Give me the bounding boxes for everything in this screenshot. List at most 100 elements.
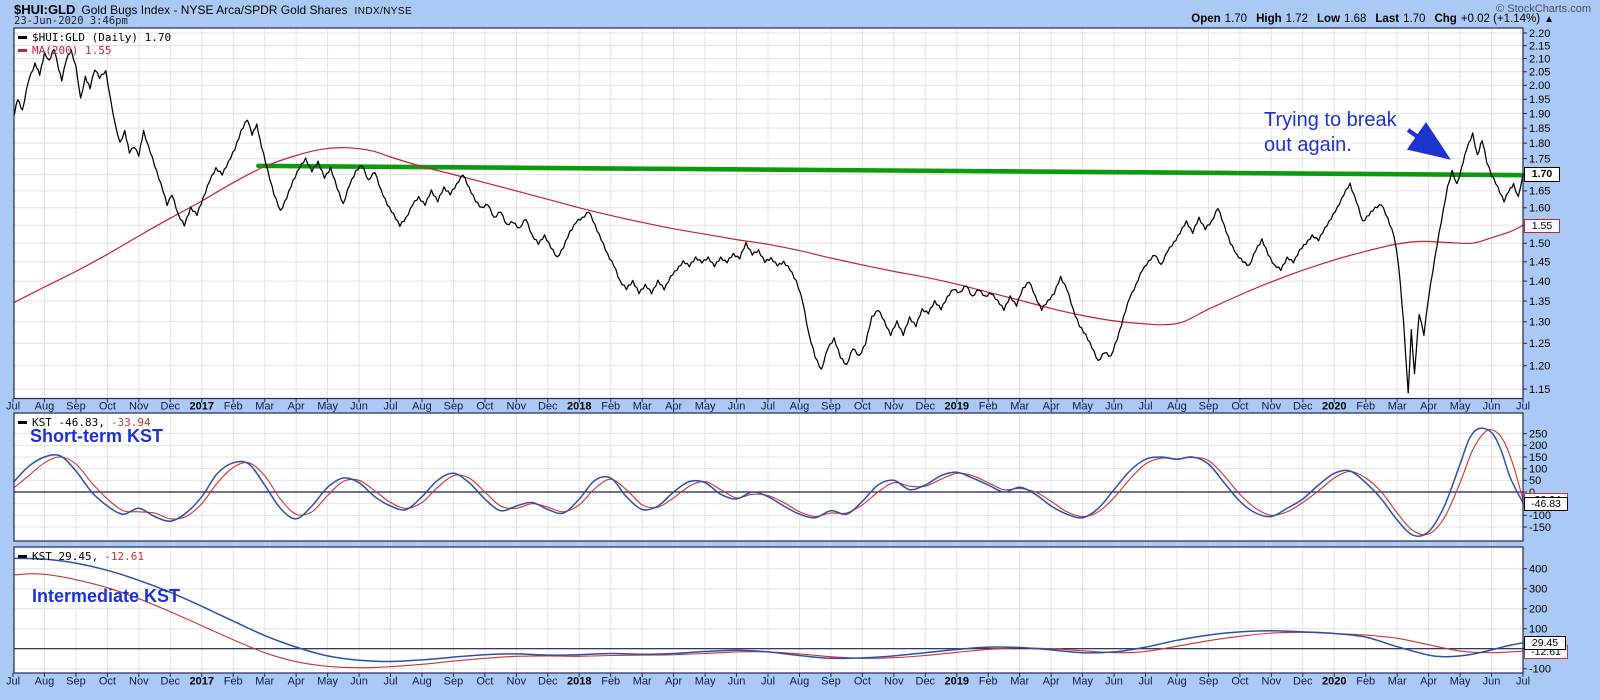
- y-axis-tick-label: 2.00: [1529, 80, 1550, 92]
- x-axis-month-label: Sep: [444, 401, 464, 413]
- x-axis-month-label: Mar: [1388, 401, 1407, 413]
- x-axis-month-label: Jun: [1105, 401, 1123, 413]
- x-axis-month-label: Oct: [476, 401, 493, 413]
- x-axis-month-label: Dec: [916, 676, 936, 688]
- x-axis-month-label: Jul: [1138, 401, 1152, 413]
- x-axis-month-label: Feb: [224, 676, 243, 688]
- kst-intermediate-legend-main: KST 29.45,: [32, 550, 99, 563]
- y-axis-tick-label: 1.65: [1529, 186, 1550, 198]
- x-axis-month-label: May: [1072, 401, 1093, 413]
- kst-series-swatch-icon: [18, 421, 27, 424]
- x-axis-month-label: Sep: [444, 676, 464, 688]
- symbol-description: Gold Bugs Index - NYSE Arca/SPDR Gold Sh…: [81, 3, 348, 17]
- x-axis-month-label: Apr: [665, 401, 682, 413]
- x-axis-month-label: Sep: [1199, 401, 1219, 413]
- x-axis-month-label: Jul: [6, 401, 20, 413]
- x-axis-month-label: Apr: [1043, 401, 1060, 413]
- x-axis-year-label: 2019: [945, 401, 969, 413]
- x-axis-month-label: Aug: [412, 676, 432, 688]
- y-axis-tick-label: 200: [1529, 440, 1547, 452]
- x-axis-month-label: Dec: [1293, 676, 1313, 688]
- x-axis-month-label: Dec: [161, 401, 181, 413]
- x-axis-month-label: Sep: [66, 676, 86, 688]
- y-axis-tick-label: 1.15: [1529, 384, 1550, 396]
- x-axis-month-label: Sep: [821, 401, 841, 413]
- ma-value-callout: 1.55: [1524, 219, 1560, 233]
- x-axis-month-label: Feb: [1356, 401, 1375, 413]
- x-axis-month-label: Mar: [1010, 401, 1029, 413]
- annotation-text: Trying to break out again.: [1264, 108, 1397, 158]
- x-axis-month-label: Aug: [412, 401, 432, 413]
- y-axis-tick-label: 1.30: [1529, 317, 1550, 329]
- x-axis-month-label: Aug: [1167, 401, 1187, 413]
- y-axis-tick-label: 1.20: [1529, 361, 1550, 373]
- x-axis-month-label: Oct: [476, 676, 493, 688]
- x-axis-month-label: Jun: [728, 676, 746, 688]
- x-axis-year-label: 2017: [190, 676, 214, 688]
- x-axis-year-label: 2018: [567, 401, 591, 413]
- y-axis-tick-label: 200: [1529, 604, 1547, 616]
- x-axis-month-label: Aug: [790, 401, 810, 413]
- kst-series-swatch-icon: [18, 555, 27, 558]
- x-axis-month-label: Aug: [35, 401, 55, 413]
- kst-intermediate-legend: KST 29.45, -12.61: [18, 550, 144, 563]
- x-axis-month-label: Apr: [1043, 676, 1060, 688]
- last-price-callout: 1.70: [1524, 167, 1560, 182]
- x-axis-month-label: Jun: [1483, 401, 1501, 413]
- x-axis-month-label: Oct: [99, 401, 116, 413]
- price-legend-text: $HUI:GLD (Daily) 1.70: [32, 31, 172, 44]
- y-axis-tick-label: 400: [1529, 564, 1547, 576]
- y-axis-tick-label: 100: [1529, 463, 1547, 475]
- x-axis-month-label: Feb: [1356, 676, 1375, 688]
- x-axis-month-label: Mar: [633, 676, 652, 688]
- x-axis-month-label: Feb: [601, 676, 620, 688]
- x-axis-month-label: Jun: [350, 676, 368, 688]
- y-axis-tick-label: 1.95: [1529, 94, 1550, 106]
- x-axis-month-label: Dec: [916, 401, 936, 413]
- annotation-line2: out again.: [1264, 134, 1352, 156]
- x-axis-month-label: Feb: [601, 401, 620, 413]
- y-axis-tick-label: 1.80: [1529, 138, 1550, 150]
- y-axis-tick-label: 250: [1529, 428, 1547, 440]
- x-axis-month-label: Sep: [821, 676, 841, 688]
- open-value: 1.70: [1224, 13, 1248, 25]
- x-axis-year-label: 2017: [190, 401, 214, 413]
- x-axis-month-label: Aug: [790, 676, 810, 688]
- x-axis-month-label: Nov: [507, 676, 527, 688]
- y-axis-tick-label: 2.15: [1529, 40, 1550, 52]
- y-axis-tick-label: 1.90: [1529, 108, 1550, 120]
- x-axis-month-label: Feb: [224, 401, 243, 413]
- kst-intermediate-value-callout: 29.45: [1524, 636, 1566, 650]
- y-axis-tick-label: -150: [1529, 522, 1551, 534]
- x-axis-month-label: Feb: [979, 676, 998, 688]
- x-axis-month-label: Nov: [1262, 676, 1282, 688]
- x-axis-month-label: Dec: [161, 676, 181, 688]
- annotation-line1: Trying to break: [1264, 109, 1397, 131]
- low-value: 1.68: [1344, 13, 1367, 25]
- x-axis-month-label: Aug: [35, 676, 55, 688]
- y-axis-tick-label: 2.05: [1529, 67, 1550, 79]
- x-axis-year-label: 2018: [567, 676, 591, 688]
- y-axis-tick-label: 1.45: [1529, 257, 1550, 269]
- x-axis-month-label: Jul: [761, 401, 775, 413]
- exchange-label: INDX/NYSE: [354, 6, 413, 17]
- high-value: 1.72: [1285, 13, 1309, 25]
- x-axis-year-label: 2020: [1322, 676, 1346, 688]
- x-axis-month-label: Jul: [383, 401, 397, 413]
- kst-short-legend: KST -46.83, -33.94: [18, 416, 151, 429]
- quote-summary: Open 1.70 High 1.72 Low 1.68 Last 1.70 C…: [1191, 13, 1554, 25]
- price-legend: $HUI:GLD (Daily) 1.70: [18, 31, 171, 44]
- copyright-label: © StockCharts.com: [1496, 3, 1591, 15]
- ma-legend: MA(200) 1.55: [18, 44, 111, 57]
- x-axis-month-label: Mar: [1388, 676, 1407, 688]
- x-axis-year-label: 2020: [1322, 401, 1346, 413]
- y-axis-tick-label: 0: [1529, 487, 1535, 499]
- kst-short-legend-signal: -33.94: [110, 416, 151, 429]
- y-axis-tick-label: 2.20: [1529, 28, 1550, 40]
- y-axis-tick-label: 1.75: [1529, 153, 1550, 165]
- x-axis-month-label: Apr: [288, 401, 305, 413]
- y-axis-tick-label: 1.60: [1529, 203, 1550, 215]
- x-axis-month-label: Mar: [633, 401, 652, 413]
- x-axis-month-label: Oct: [99, 676, 116, 688]
